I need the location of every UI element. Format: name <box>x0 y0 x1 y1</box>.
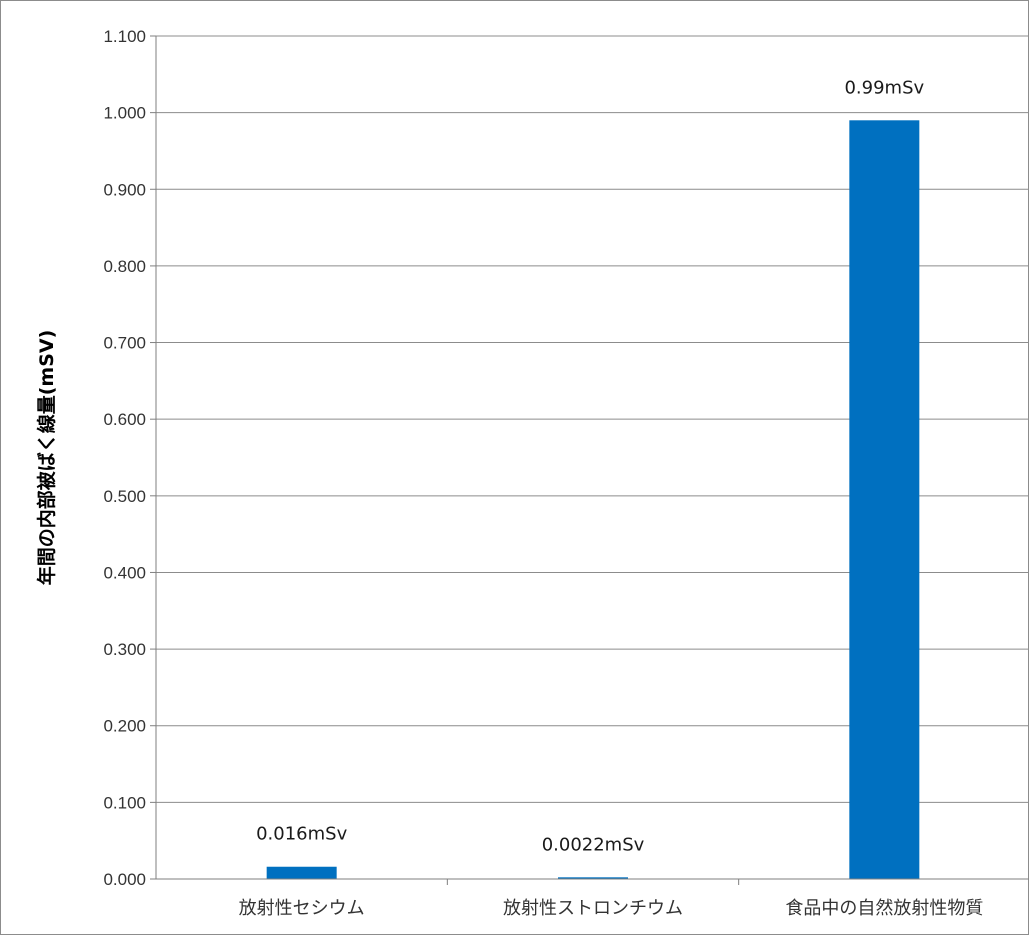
bar-1 <box>266 866 337 879</box>
y-tick-label: 0.400 <box>103 563 146 582</box>
y-tick-label: 0.000 <box>103 870 146 889</box>
bars <box>266 120 920 880</box>
y-tick-label: 1.100 <box>103 27 146 46</box>
x-axis-categories: 放射性セシウム 放射性ストロンチウム 食品中の自然放射性物質 <box>239 879 983 919</box>
y-tick-label: 0.700 <box>103 334 146 353</box>
x-category-label: 食品中の自然放射性物質 <box>785 898 983 919</box>
y-tick-label: 0.200 <box>103 717 146 736</box>
y-tick-label: 0.800 <box>103 257 146 276</box>
bar-2 <box>558 877 628 879</box>
y-tick-label: 0.600 <box>103 410 146 429</box>
y-tick-label: 1.000 <box>103 104 146 123</box>
data-label: 0.99mSv <box>844 77 924 98</box>
data-label: 0.0022mSv <box>542 834 645 855</box>
x-category-label: 放射性ストロンチウム <box>503 898 683 919</box>
gridlines <box>156 35 1029 803</box>
y-axis-ticks: 0.000 0.100 0.200 0.300 0.400 0.500 0.600 0.700… <box>103 27 156 889</box>
y-tick-label: 0.300 <box>103 640 146 659</box>
y-tick-label: 0.500 <box>103 487 146 506</box>
x-category-label: 放射性セシウム <box>239 898 365 919</box>
y-tick-label: 0.900 <box>103 180 146 199</box>
data-labels: 0.016mSv 0.0022mSv 0.99mSv <box>256 77 924 855</box>
data-label: 0.016mSv <box>256 824 347 845</box>
y-axis-title: 年間の内部被ばく線量(mSV) <box>35 330 58 586</box>
bar-3 <box>849 120 920 880</box>
y-tick-label: 0.100 <box>103 793 146 812</box>
